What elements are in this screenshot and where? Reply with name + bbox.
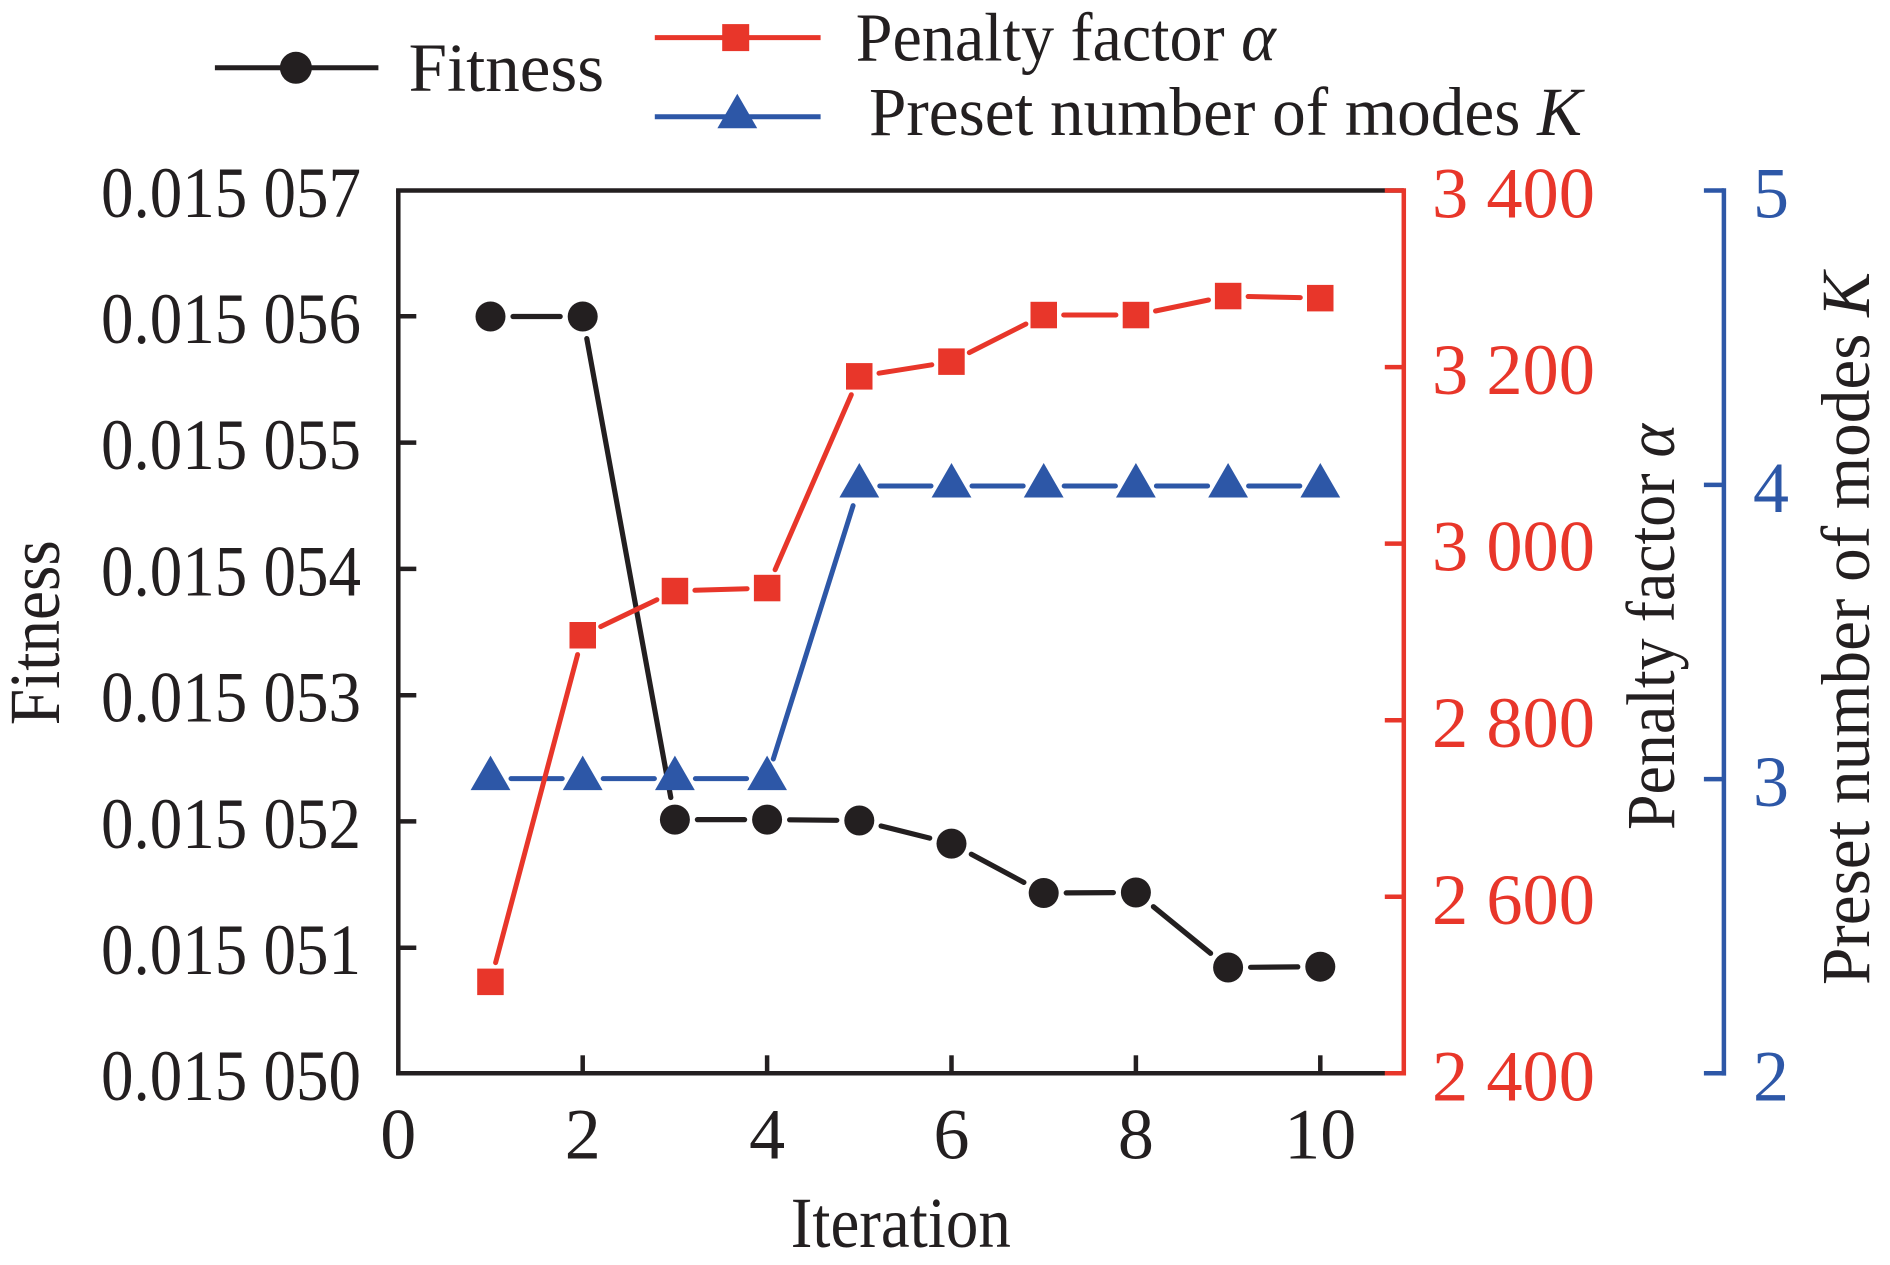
svg-text:4: 4 <box>749 1095 785 1175</box>
svg-text:6: 6 <box>934 1095 970 1175</box>
svg-text:3 400: 3 400 <box>1432 154 1595 234</box>
svg-text:0.015 056: 0.015 056 <box>101 279 361 359</box>
svg-text:2 800: 2 800 <box>1432 683 1595 763</box>
svg-text:0.015 052: 0.015 052 <box>101 784 361 864</box>
svg-text:3 000: 3 000 <box>1432 507 1595 587</box>
svg-text:0.015 054: 0.015 054 <box>101 531 361 611</box>
svg-text:3: 3 <box>1753 742 1789 822</box>
svg-text:4: 4 <box>1753 448 1789 528</box>
svg-text:8: 8 <box>1118 1095 1154 1175</box>
svg-text:Penalty factor α: Penalty factor α <box>1613 422 1689 830</box>
svg-text:0: 0 <box>380 1095 416 1175</box>
svg-text:2 400: 2 400 <box>1432 1036 1595 1116</box>
svg-text:10: 10 <box>1284 1095 1356 1175</box>
svg-text:2: 2 <box>1753 1036 1789 1116</box>
svg-text:Preset number of modes K: Preset number of modes K <box>1808 269 1884 985</box>
svg-text:Fitness: Fitness <box>0 540 75 725</box>
svg-text:2: 2 <box>565 1095 601 1175</box>
svg-text:0.015 050: 0.015 050 <box>101 1036 361 1116</box>
svg-text:Fitness: Fitness <box>409 30 605 106</box>
svg-text:Iteration: Iteration <box>791 1183 1011 1263</box>
svg-text:0.015 057: 0.015 057 <box>101 153 361 233</box>
svg-text:3 200: 3 200 <box>1432 330 1595 410</box>
svg-text:Penalty factor α: Penalty factor α <box>856 0 1278 75</box>
svg-text:0.015 055: 0.015 055 <box>101 405 361 485</box>
svg-text:5: 5 <box>1753 154 1789 234</box>
svg-text:Preset number of modes K: Preset number of modes K <box>869 74 1585 150</box>
svg-text:0.015 051: 0.015 051 <box>101 910 361 990</box>
svg-text:2 600: 2 600 <box>1432 860 1595 940</box>
svg-text:0.015 053: 0.015 053 <box>101 658 361 738</box>
